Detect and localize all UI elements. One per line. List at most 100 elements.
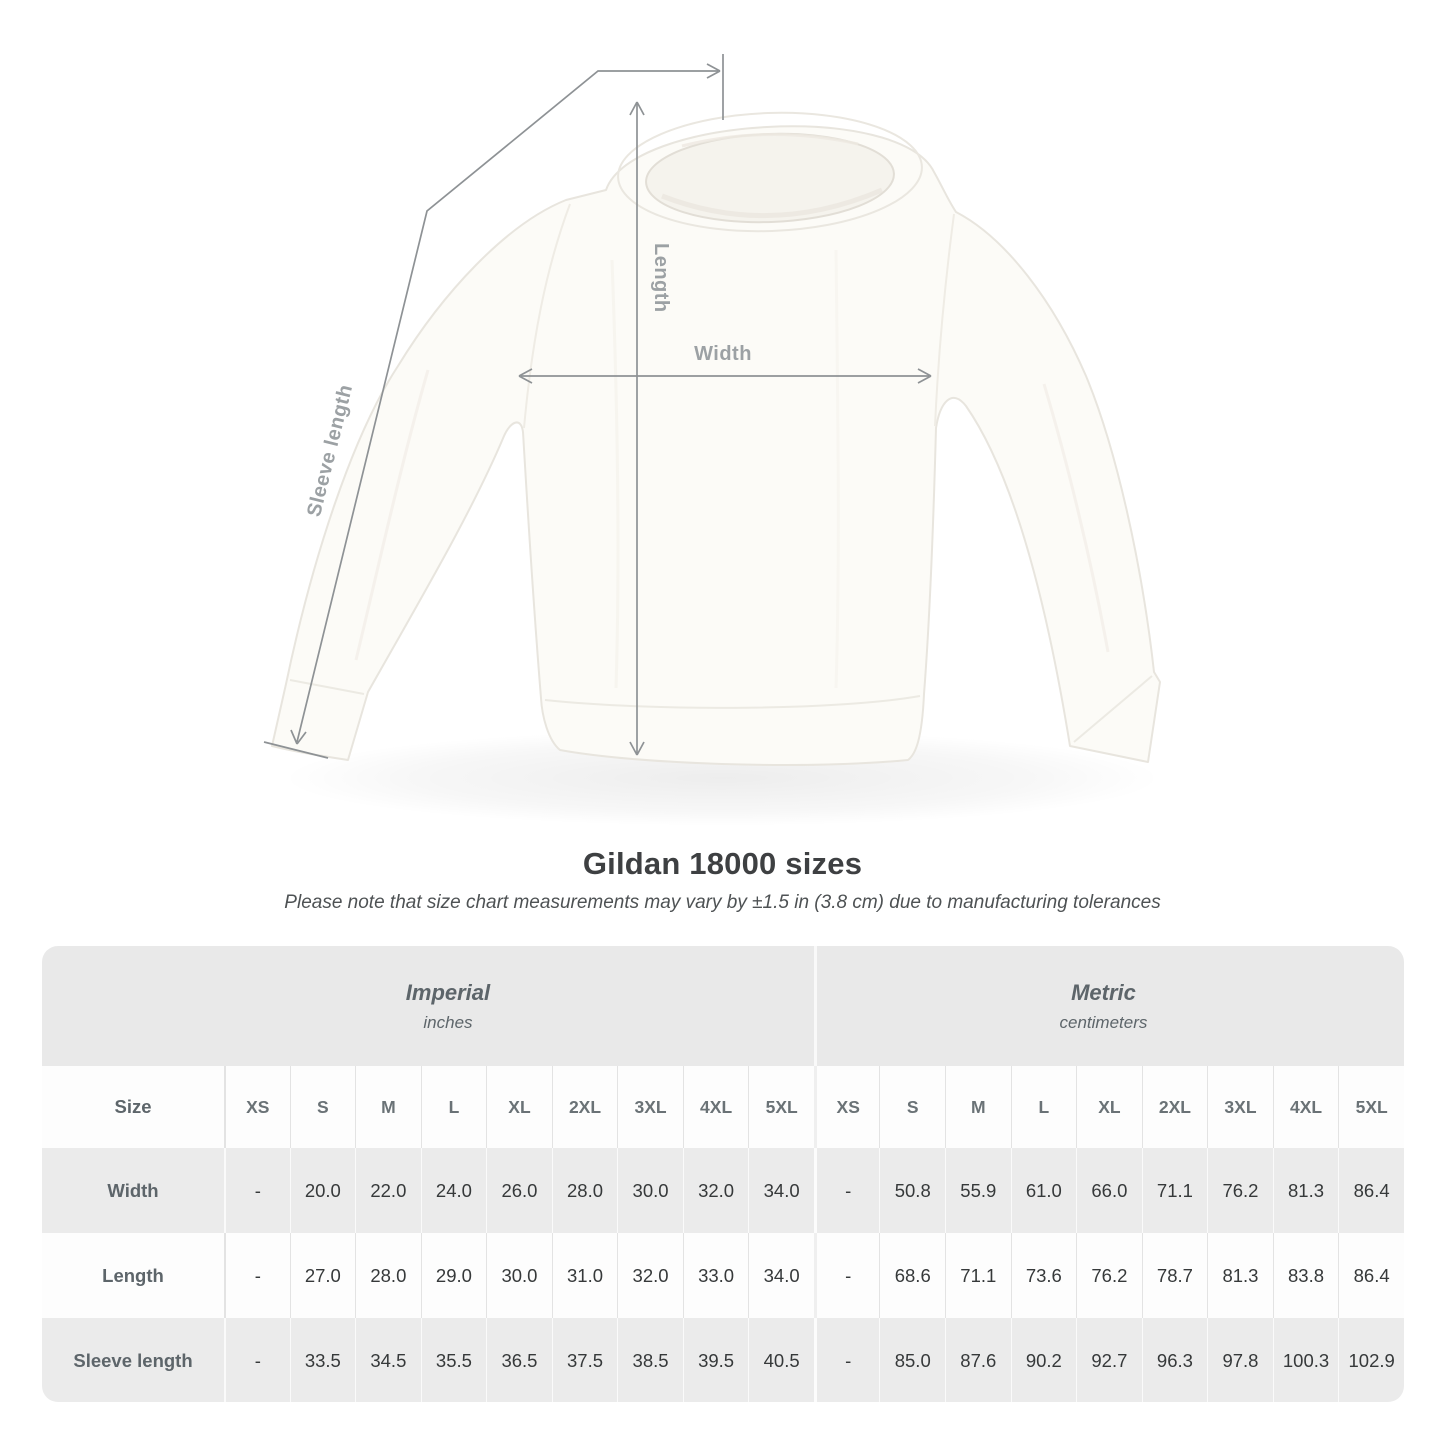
value-cell: 50.8 (879, 1148, 945, 1233)
value-cell: 22.0 (355, 1148, 421, 1233)
size-col: XS (813, 1066, 880, 1148)
collar-back-seam (681, 133, 859, 148)
size-col: L (1010, 1066, 1077, 1148)
table-row-width: Width - 20.0 22.0 24.0 26.0 28.0 30.0 32… (42, 1148, 1404, 1233)
value-cell: 83.8 (1272, 1233, 1339, 1318)
size-col: 5XL (748, 1066, 814, 1148)
collar-rib-seam (617, 111, 923, 233)
size-col: S (289, 1066, 356, 1148)
row-label: Width (107, 1179, 159, 1201)
size-col: M (945, 1066, 1011, 1148)
size-col: 2XL (1141, 1066, 1208, 1148)
garment-shadow (282, 730, 1162, 826)
unit-group-row: Imperial inches Metric centimeters (42, 946, 1404, 1066)
value-cell: 33.5 (289, 1318, 356, 1402)
garment-silhouette (271, 125, 1161, 766)
row-label: Sleeve length (73, 1349, 193, 1371)
fold-line (354, 369, 430, 661)
value-cell: 97.8 (1207, 1318, 1273, 1402)
value-cell: - (813, 1233, 880, 1318)
value-cell: - (224, 1148, 290, 1233)
measurement-annotations (263, 54, 932, 759)
width-annotation (518, 368, 932, 384)
value-cell: 20.0 (289, 1148, 356, 1233)
sleeve-length-annotation (263, 54, 724, 759)
left-armscye-seam (523, 203, 571, 429)
size-col: 4XL (682, 1066, 749, 1148)
size-col: 2XL (551, 1066, 618, 1148)
value-cell: 24.0 (420, 1148, 487, 1233)
value-cell: 85.0 (879, 1318, 945, 1402)
value-cell: 40.5 (748, 1318, 814, 1402)
value-cell: 36.5 (486, 1318, 552, 1402)
size-header: Size (114, 1096, 152, 1117)
page-title: Gildan 18000 sizes (582, 846, 863, 881)
value-cell: 86.4 (1338, 1233, 1404, 1318)
hem-band-seam (544, 695, 921, 709)
imperial-label: Imperial (405, 980, 491, 1006)
value-cell: 28.0 (355, 1233, 421, 1318)
size-col: L (420, 1066, 487, 1148)
imperial-unit: inches (423, 1012, 473, 1032)
value-cell: 55.9 (945, 1148, 1011, 1233)
value-cell: 61.0 (1010, 1148, 1077, 1233)
right-armscye-seam (934, 213, 955, 427)
value-cell: 73.6 (1010, 1233, 1077, 1318)
value-cell: 78.7 (1141, 1233, 1208, 1318)
width-label: Width (694, 343, 752, 365)
value-cell: 87.6 (945, 1318, 1011, 1402)
size-col: M (355, 1066, 421, 1148)
value-cell: 68.6 (879, 1233, 945, 1318)
group-header-metric: Metric centimeters (813, 946, 1404, 1066)
value-cell: - (813, 1148, 880, 1233)
size-table: Imperial inches Metric centimeters Size … (42, 946, 1404, 1402)
group-header-imperial: Imperial inches (42, 946, 814, 1066)
value-cell: 39.5 (682, 1318, 749, 1402)
row-label: Length (102, 1264, 164, 1286)
metric-label: Metric (1071, 980, 1136, 1006)
sweatshirt-illustration: Width Length Sleeve length (263, 54, 1162, 826)
value-cell: 37.5 (551, 1318, 618, 1402)
value-cell: 34.0 (748, 1148, 814, 1233)
tolerance-note: Please note that size chart measurements… (284, 892, 1161, 913)
value-cell: 81.3 (1207, 1233, 1273, 1318)
value-cell: 71.1 (945, 1233, 1011, 1318)
value-cell: - (813, 1318, 880, 1402)
value-cell: 32.0 (682, 1148, 749, 1233)
right-cuff-seam (1073, 675, 1153, 743)
collar-inner-shadow (661, 187, 883, 219)
value-cell: 27.0 (289, 1233, 356, 1318)
size-col: 3XL (617, 1066, 683, 1148)
value-cell: 76.2 (1076, 1233, 1142, 1318)
value-cell: - (224, 1318, 290, 1402)
size-col: XL (1076, 1066, 1142, 1148)
value-cell: 38.5 (617, 1318, 683, 1402)
fold-line (610, 259, 620, 689)
size-col: S (879, 1066, 945, 1148)
value-cell: 96.3 (1141, 1318, 1208, 1402)
value-cell: 34.0 (748, 1233, 814, 1318)
value-cell: 34.5 (355, 1318, 421, 1402)
value-cell: 31.0 (551, 1233, 618, 1318)
size-col: XL (486, 1066, 552, 1148)
fold-line (1042, 383, 1110, 653)
fold-line (834, 249, 840, 689)
value-cell: 92.7 (1076, 1318, 1142, 1402)
value-cell: 32.0 (617, 1233, 683, 1318)
length-annotation (629, 101, 645, 756)
value-cell: 29.0 (420, 1233, 487, 1318)
value-cell: 81.3 (1272, 1148, 1339, 1233)
table-row-length: Length - 27.0 28.0 29.0 30.0 31.0 32.0 3… (42, 1233, 1404, 1318)
value-cell: 33.0 (682, 1233, 749, 1318)
value-cell: 76.2 (1207, 1148, 1273, 1233)
size-col: 3XL (1207, 1066, 1273, 1148)
size-col: XS (224, 1066, 290, 1148)
value-cell: 30.0 (617, 1148, 683, 1233)
value-cell: 26.0 (486, 1148, 552, 1233)
value-cell: 35.5 (420, 1318, 487, 1402)
value-cell: - (224, 1233, 290, 1318)
size-guide-hero: Width Length Sleeve length (263, 54, 1162, 826)
value-cell: 66.0 (1076, 1148, 1142, 1233)
metric-unit: centimeters (1059, 1012, 1148, 1032)
value-cell: 102.9 (1338, 1318, 1404, 1402)
